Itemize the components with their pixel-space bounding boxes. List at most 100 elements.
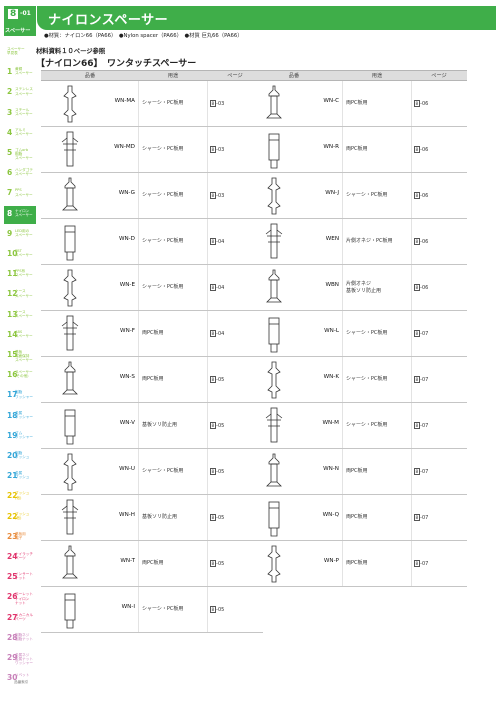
page-ref-number: -07	[420, 422, 429, 429]
sidebar-item[interactable]: 22 ブッシュ (他)	[4, 488, 36, 506]
sidebar-item-label: ブッシュ (他)	[15, 511, 30, 520]
sidebar-item-number: 16	[7, 370, 18, 380]
page-ref[interactable]: 8 -05	[207, 587, 263, 632]
part-drawing	[266, 453, 282, 487]
sidebar-item[interactable]: 29 金属ネジ 金属ナット ワッシャー	[4, 650, 36, 668]
sidebar-item-label: 基板用 端子	[15, 531, 26, 540]
page-ref[interactable]: 8 -06	[411, 173, 467, 218]
page-ref[interactable]: 8 -05	[207, 357, 263, 402]
sidebar-item[interactable]: 11 PPS系 スペーサー	[4, 266, 36, 284]
part-drawing	[63, 85, 77, 123]
part-use: 両PC板用	[346, 468, 368, 474]
page-ref[interactable]: 8 -03	[207, 81, 263, 126]
sidebar-item[interactable]: 10 PBT スペーサー	[4, 246, 36, 264]
table-row: WN-V 基板ソリ防止用 8 -05	[41, 403, 263, 449]
sidebar-item-label: スチール スペーサー	[15, 107, 33, 116]
page-ref-number: -03	[216, 146, 225, 153]
sidebar-item[interactable]: 19 ゴム ワッシャー	[4, 428, 36, 446]
page-ref-number: -07	[420, 560, 429, 567]
page-ref[interactable]: 8 -03	[207, 127, 263, 172]
sidebar-item[interactable]: 13 ケース スペーサー	[4, 307, 36, 325]
part-code: WEN	[325, 236, 339, 242]
page-ref[interactable]: 8 -07	[411, 311, 467, 356]
part-code: WN-I	[121, 604, 135, 610]
section-title: 【ナイロン66】 ワンタッチスペーサー	[36, 59, 197, 69]
sidebar-item-label: ナイロン スペーサー	[15, 208, 33, 217]
sidebar-item[interactable]: 21 金属 ブッシュ	[4, 468, 36, 486]
chapter-label: スペーサー	[5, 28, 31, 34]
sidebar-item[interactable]: 30 リベット	[4, 670, 36, 688]
sidebar-item[interactable]: スペーサー 早見表	[4, 44, 36, 62]
sidebar-item[interactable]: 5 ゴムorb 樹脂 スペーサー	[4, 145, 36, 163]
part-drawing	[61, 131, 79, 167]
part-code: WBN	[325, 282, 339, 288]
part-drawing	[267, 361, 281, 399]
page-ref[interactable]: 8 -06	[411, 127, 467, 172]
chapter-ref-box: 8	[414, 284, 420, 291]
sidebar-item[interactable]: 28 樹脂ネジ 樹脂ナット	[4, 630, 36, 648]
sidebar-item[interactable]: 6 ハンダゴテ スペーサー	[4, 165, 36, 183]
page-ref-number: -05	[216, 606, 225, 613]
page-ref[interactable]: 8 -07	[411, 541, 467, 586]
part-cell: WN-J	[245, 173, 343, 218]
sidebar-item[interactable]: 7 PPS スペーサー	[4, 185, 36, 203]
chapter-ref-box: 8	[414, 514, 420, 521]
sidebar-item[interactable]: 12 ケース スペーサー	[4, 286, 36, 304]
sidebar-item[interactable]: 4 アルミ スペーサー	[4, 125, 36, 143]
sidebar-item[interactable]: 9 LED用の スペーサー	[4, 226, 36, 244]
sidebar-item[interactable]: 27 メカニカル パーツ	[4, 610, 36, 628]
sidebar-item[interactable]: 25 インサート ナット	[4, 569, 36, 587]
sidebar-item-label: インサート ナット	[15, 572, 33, 581]
sidebar-item[interactable]: 17 樹脂 ワッシャー	[4, 387, 36, 405]
page-ref[interactable]: 8 -06	[411, 265, 467, 310]
part-code: WN-J	[325, 190, 339, 196]
sidebar-item-number: 30	[7, 673, 18, 683]
page-ref[interactable]: 8 -07	[411, 357, 467, 402]
sidebar-item[interactable]: 26 ローレット ナイロン ナット	[4, 589, 36, 607]
sidebar-item[interactable]: 22 ブッシュ (他)	[4, 509, 36, 527]
page-ref[interactable]: 8 -04	[207, 219, 263, 264]
page-ref-number: -05	[216, 376, 225, 383]
sidebar-item[interactable]: 23 基板用 端子	[4, 529, 36, 547]
page-ref[interactable]: 8 -03	[207, 173, 263, 218]
page-ref[interactable]: 8 -05	[207, 541, 263, 586]
sidebar-item[interactable]: 15 基板 端面保持 スペーサー	[4, 347, 36, 365]
page-ref[interactable]: 8 -07	[411, 403, 467, 448]
page-ref[interactable]: 8 -04	[207, 265, 263, 310]
sidebar-item[interactable]: 3 スチール スペーサー	[4, 105, 36, 123]
part-drawing	[268, 501, 280, 537]
part-code: WN-F	[120, 328, 135, 334]
page-ref[interactable]: 8 -06	[411, 81, 467, 126]
table-row: WN-M シャーシ・PC板用 8 -07	[245, 403, 467, 449]
table-row: WN-U シャーシ・PC板用 8 -05	[41, 449, 263, 495]
sidebar-item-label: 黄銅 スペーサー	[15, 67, 33, 76]
sidebar-item[interactable]: 14 ABS スペーサー	[4, 327, 36, 345]
page-ref[interactable]: 8 -05	[207, 403, 263, 448]
page-ref[interactable]: 8 -07	[411, 495, 467, 540]
sidebar-item[interactable]: 2 ステンレス スペーサー	[4, 84, 36, 102]
part-cell: WN-L	[245, 311, 343, 356]
page-ref[interactable]: 8 -05	[207, 495, 263, 540]
part-code: WN-L	[324, 328, 339, 334]
part-code: WN-MA	[114, 98, 135, 104]
sidebar-item-label: PPS スペーサー	[15, 188, 33, 197]
sidebar-item[interactable]: 16 スペーサー (その他)	[4, 367, 36, 385]
sidebar-item[interactable]: 18 金属 ワッシャー	[4, 408, 36, 426]
page-ref[interactable]: 8 -05	[207, 449, 263, 494]
sidebar-item[interactable]: 24 ナイラッチ パーツ	[4, 549, 36, 567]
sidebar-item-label: ステンレス スペーサー	[15, 87, 33, 96]
sidebar-item[interactable]: 1 黄銅 スペーサー	[4, 64, 36, 82]
sidebar-item-label: 金属ネジ 金属ナット ワッシャー	[15, 653, 33, 666]
sidebar-item[interactable]: 20 樹脂 ブッシュ	[4, 448, 36, 466]
sidebar-item[interactable]: 8 ナイロン スペーサー	[4, 205, 36, 224]
part-use: 両PC板用	[346, 146, 368, 152]
table-row: WN-MD シャーシ・PC板用 8 -03	[41, 127, 263, 173]
page-ref[interactable]: 8 -06	[411, 219, 467, 264]
sidebar-item-label: ケース スペーサー	[15, 289, 33, 298]
sidebar-item-number: 25	[7, 572, 18, 582]
page-ref[interactable]: 8 -04	[207, 311, 263, 356]
chapter-ref-box: 8	[210, 468, 216, 475]
sidebar-item-number: 4	[7, 127, 13, 137]
page-ref[interactable]: 8 -07	[411, 449, 467, 494]
